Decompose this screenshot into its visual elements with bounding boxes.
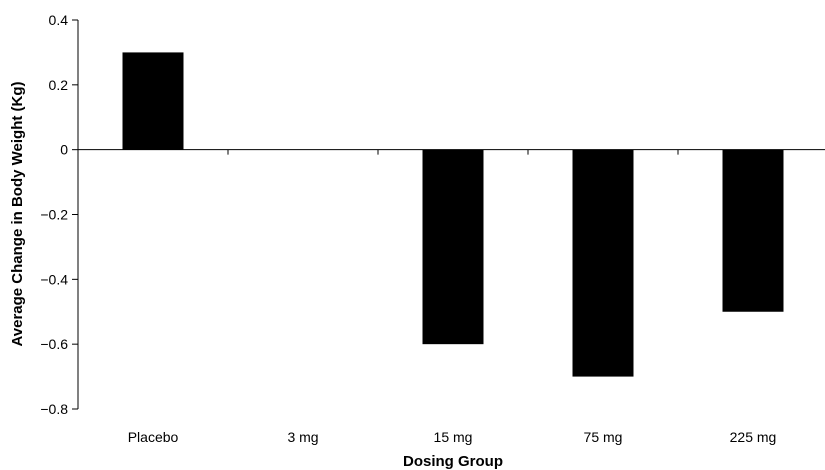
- y-tick-label: −0.2: [40, 207, 68, 223]
- y-tick-label: 0: [60, 142, 68, 158]
- x-tick-label: 15 mg: [434, 429, 473, 445]
- y-tick-label: −0.6: [40, 336, 68, 352]
- x-tick-label: 225 mg: [730, 429, 777, 445]
- y-axis-ticks: 0.4 0.2 0 −0.2 −0.4 −0.6 −0.8: [40, 12, 78, 417]
- y-tick-label: 0.4: [49, 12, 69, 28]
- x-tick-label: 3 mg: [287, 429, 318, 445]
- y-axis-title: Average Change in Body Weight (Kg): [9, 81, 26, 346]
- bars: [122, 52, 784, 377]
- x-tick-label: 75 mg: [584, 429, 623, 445]
- x-axis-ticks: [227, 149, 679, 155]
- x-axis-title: Dosing Group: [403, 453, 503, 470]
- x-tick-label: Placebo: [128, 429, 179, 445]
- y-tick-label: 0.2: [49, 77, 69, 93]
- bar-75-mg: [572, 149, 634, 377]
- bar-225-mg: [722, 149, 784, 312]
- bar-15-mg: [422, 149, 484, 345]
- y-tick-label: −0.8: [40, 401, 68, 417]
- x-axis-tick-labels: Placebo 3 mg 15 mg 75 mg 225 mg: [128, 429, 777, 445]
- y-tick-label: −0.4: [40, 271, 68, 287]
- bar-placebo: [122, 52, 184, 150]
